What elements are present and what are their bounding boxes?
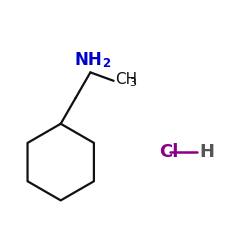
Text: 3: 3 — [129, 78, 136, 88]
Text: 2: 2 — [102, 58, 110, 70]
Text: CH: CH — [115, 72, 137, 87]
Text: NH: NH — [74, 52, 102, 70]
Text: H: H — [199, 143, 214, 161]
Text: Cl: Cl — [160, 143, 179, 161]
